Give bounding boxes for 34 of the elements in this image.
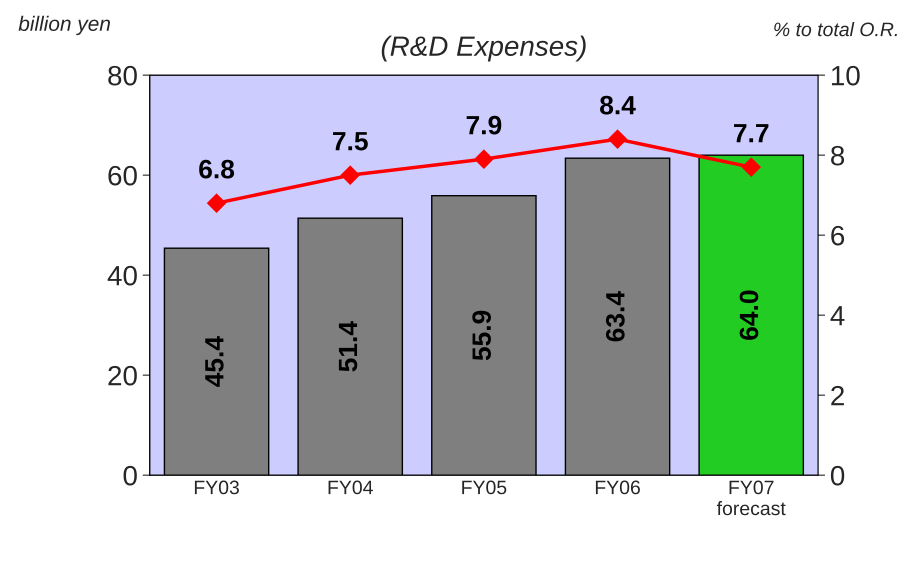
point (474, 150, 494, 169)
data-label: 55.9 (472, 310, 491, 360)
y2-tick-label: 8 (831, 146, 844, 166)
x-tick-label: FY07 forecast (716, 480, 786, 516)
x-tick-label: FY06 (596, 480, 640, 494)
data-label: 45.4 (205, 336, 224, 387)
y-tick-label: 40 (108, 266, 137, 286)
data-label: 7.5 (333, 132, 368, 150)
y-axis-title: billion yen (18, 16, 110, 36)
y2-tick-label: 0 (830, 466, 844, 486)
y-tick-label: 80 (108, 66, 137, 86)
x-tick-label: FY03 (194, 480, 239, 494)
y2-tick-label: 6 (831, 226, 844, 246)
point (608, 130, 628, 149)
y-tick-label: 20 (108, 366, 137, 386)
y2-tick-label: 2 (831, 386, 844, 406)
y-tick-label: 0 (124, 466, 137, 486)
data-label: 51.4 (338, 321, 358, 372)
data-label: 63.4 (606, 291, 625, 342)
point (340, 166, 360, 185)
data-label: 7.9 (466, 116, 502, 134)
data-label: 64.0 (740, 290, 758, 340)
data-label: 7.7 (734, 124, 768, 142)
chart-title: (R&D Expenses) (382, 36, 586, 62)
x-tick-label: FY05 (462, 480, 506, 494)
y2-tick-label: 4 (830, 306, 844, 326)
point (207, 194, 226, 213)
y2-tick-label: 10 (832, 66, 860, 86)
data-label: 8.4 (600, 96, 636, 114)
data-label: 6.8 (199, 160, 234, 178)
x-tick-label: FY04 (328, 480, 373, 494)
y-tick-label: 60 (108, 166, 137, 186)
y2-axis-title: % to total O.R. (774, 22, 897, 36)
point (742, 158, 761, 177)
